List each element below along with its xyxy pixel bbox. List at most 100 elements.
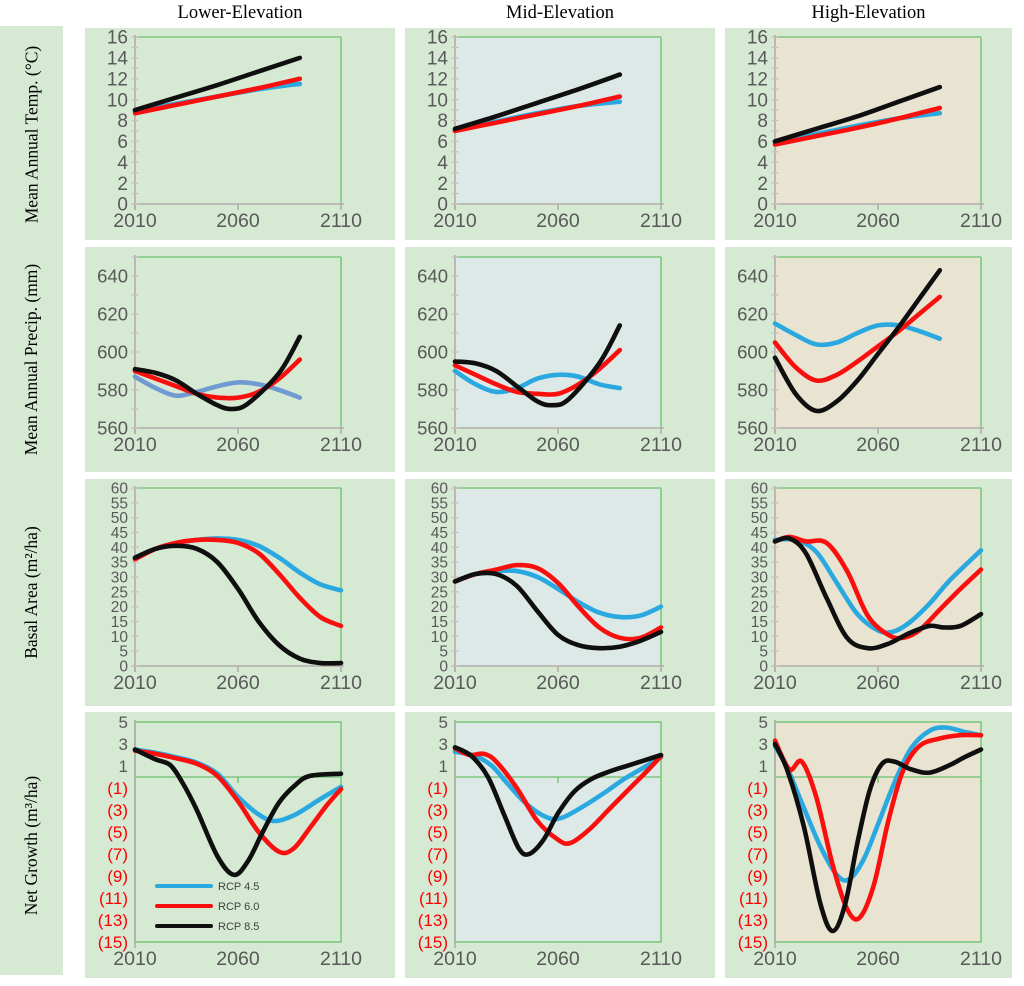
- svg-text:(5): (5): [107, 823, 128, 842]
- svg-text:0: 0: [437, 195, 448, 216]
- svg-text:2010: 2010: [433, 434, 477, 456]
- svg-text:2010: 2010: [433, 672, 477, 694]
- svg-text:50: 50: [431, 510, 449, 527]
- svg-text:4: 4: [437, 153, 448, 174]
- svg-text:2060: 2060: [536, 434, 580, 456]
- svg-text:15: 15: [111, 614, 128, 631]
- svg-text:2060: 2060: [536, 672, 580, 694]
- svg-text:14: 14: [427, 49, 449, 70]
- svg-text:(7): (7): [427, 845, 448, 864]
- chart-net-growth-mid-elevation: 5 3 1 (1) (3) (5) (7) (9) (11) (13) (15) 2010 2060 21…: [405, 712, 715, 978]
- svg-text:30: 30: [431, 569, 449, 586]
- svg-text:(7): (7): [107, 845, 128, 864]
- chart-temp-high-elevation: 16 14 12 10 8 6 4 2 0 2010 2060 2110: [725, 28, 1012, 240]
- svg-text:2: 2: [117, 174, 128, 195]
- svg-text:2110: 2110: [960, 434, 1002, 456]
- svg-text:2060: 2060: [856, 434, 900, 456]
- svg-text:10: 10: [107, 90, 128, 111]
- svg-text:640: 640: [417, 265, 448, 286]
- svg-text:620: 620: [737, 303, 768, 324]
- svg-text:3: 3: [119, 735, 128, 754]
- svg-text:10: 10: [427, 90, 448, 111]
- chart-net-growth-lower-elevation: 5 3 1 (1) (3) (5) (7) (9) (11) (13) (15) 2010 2060 21…: [85, 712, 395, 978]
- svg-text:8: 8: [117, 111, 128, 132]
- svg-text:600: 600: [737, 341, 768, 362]
- svg-text:0: 0: [759, 658, 768, 675]
- svg-text:16: 16: [747, 28, 768, 49]
- svg-text:6: 6: [437, 132, 448, 153]
- svg-text:1: 1: [439, 757, 448, 776]
- svg-text:10: 10: [111, 629, 129, 646]
- svg-text:8: 8: [437, 111, 448, 132]
- chart-precip-high-elevation: 640 620 600 580 560 2010 2060 2110: [725, 247, 1012, 472]
- svg-text:0: 0: [439, 658, 448, 675]
- svg-text:1: 1: [759, 757, 768, 776]
- row-label-strip: [0, 26, 63, 975]
- svg-text:25: 25: [111, 584, 128, 601]
- svg-text:2010: 2010: [753, 210, 797, 232]
- svg-text:2010: 2010: [753, 434, 797, 456]
- svg-text:40: 40: [431, 540, 449, 557]
- svg-text:55: 55: [431, 495, 448, 512]
- svg-text:2060: 2060: [856, 948, 900, 970]
- svg-text:RCP 6.0: RCP 6.0: [218, 901, 259, 913]
- svg-text:(1): (1): [427, 779, 448, 798]
- svg-text:5: 5: [439, 644, 448, 661]
- svg-text:2110: 2110: [320, 434, 362, 456]
- svg-text:0: 0: [117, 195, 128, 216]
- svg-text:(5): (5): [427, 823, 448, 842]
- svg-text:(3): (3): [427, 801, 448, 820]
- svg-text:(3): (3): [107, 801, 128, 820]
- svg-text:10: 10: [431, 629, 449, 646]
- svg-text:10: 10: [747, 90, 768, 111]
- svg-text:2: 2: [757, 174, 768, 195]
- svg-text:(1): (1): [107, 779, 128, 798]
- svg-text:30: 30: [751, 569, 769, 586]
- svg-text:15: 15: [431, 614, 448, 631]
- svg-text:45: 45: [751, 525, 768, 542]
- svg-text:560: 560: [417, 417, 448, 438]
- svg-text:(11): (11): [739, 889, 768, 908]
- svg-text:60: 60: [111, 480, 129, 497]
- chart-temp-mid-elevation: 16 14 12 10 8 6 4 2 0 2010 2060 2110: [405, 28, 715, 240]
- svg-text:12: 12: [107, 69, 128, 90]
- svg-text:5: 5: [759, 713, 768, 732]
- svg-text:2110: 2110: [320, 948, 362, 970]
- svg-text:2060: 2060: [536, 948, 580, 970]
- svg-text:620: 620: [417, 303, 448, 324]
- svg-text:60: 60: [751, 480, 769, 497]
- svg-text:60: 60: [431, 480, 449, 497]
- svg-text:0: 0: [119, 658, 128, 675]
- svg-text:(3): (3): [747, 801, 768, 820]
- svg-text:6: 6: [117, 132, 128, 153]
- svg-text:55: 55: [751, 495, 768, 512]
- svg-text:6: 6: [757, 132, 768, 153]
- legend: RCP 4.5 RCP 6.0 RCP 8.5: [155, 881, 259, 933]
- chart-temp-lower-elevation: 16 14 12 10 8 6 4 2 0 2010 2060 2110: [85, 28, 395, 240]
- svg-text:640: 640: [737, 265, 768, 286]
- svg-text:15: 15: [751, 614, 768, 631]
- svg-text:4: 4: [757, 153, 768, 174]
- svg-text:(9): (9): [107, 867, 128, 886]
- svg-text:35: 35: [431, 555, 448, 572]
- svg-text:560: 560: [97, 417, 128, 438]
- svg-text:(13): (13): [738, 911, 768, 930]
- svg-text:20: 20: [111, 599, 129, 616]
- svg-text:2110: 2110: [640, 672, 682, 694]
- svg-text:600: 600: [417, 341, 448, 362]
- svg-text:45: 45: [111, 525, 128, 542]
- svg-text:(5): (5): [747, 823, 768, 842]
- row-label-net-growth: Net Growth (m³/ha): [21, 775, 42, 915]
- svg-text:640: 640: [97, 265, 128, 286]
- svg-text:16: 16: [107, 28, 128, 49]
- svg-text:2110: 2110: [960, 210, 1002, 232]
- svg-text:2010: 2010: [753, 948, 797, 970]
- svg-text:(11): (11): [419, 889, 448, 908]
- svg-text:2060: 2060: [856, 210, 900, 232]
- column-header-mid-elevation: Mid-Elevation: [506, 3, 614, 23]
- svg-text:2010: 2010: [113, 672, 157, 694]
- row-label-mean-annual-temp: Mean Annual Temp. (°C): [21, 45, 42, 223]
- svg-text:(13): (13): [418, 911, 448, 930]
- svg-text:2060: 2060: [856, 672, 900, 694]
